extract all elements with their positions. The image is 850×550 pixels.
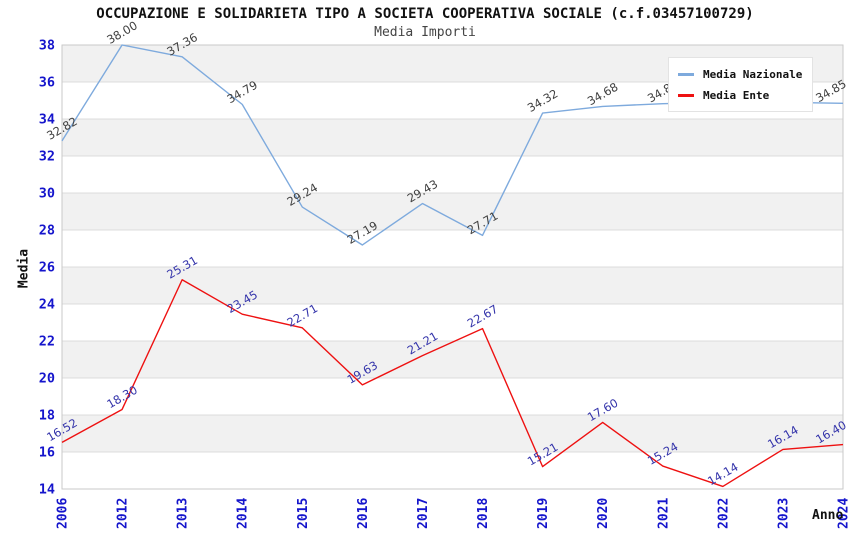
- x-axis-title: Anno: [812, 508, 844, 523]
- grid-band: [62, 341, 843, 378]
- y-tick-label: 18: [39, 408, 55, 424]
- y-tick-label: 20: [39, 371, 55, 387]
- legend-item-ente: Media Ente: [678, 87, 802, 103]
- y-tick-label: 38: [39, 38, 55, 54]
- ente-line-swatch: [678, 93, 694, 97]
- y-tick-label: 30: [39, 186, 55, 202]
- y-tick-label: 32: [39, 149, 55, 165]
- x-tick-label: 2019: [536, 498, 551, 529]
- legend-label-ente: Media Ente: [703, 88, 770, 102]
- y-tick-label: 22: [39, 334, 55, 350]
- y-tick-label: 16: [39, 445, 55, 461]
- grid-band: [62, 415, 843, 452]
- x-tick-label: 2022: [716, 498, 731, 529]
- chart-subtitle: Media Importi: [374, 25, 476, 40]
- y-tick-label: 14: [39, 482, 55, 498]
- legend: Media Nazionale Media Ente: [668, 57, 814, 112]
- legend-label-nazionale: Media Nazionale: [703, 67, 803, 81]
- y-tick-label: 28: [39, 223, 55, 239]
- x-tick-label: 2006: [56, 498, 71, 529]
- grid-band: [62, 119, 843, 156]
- chart-title: OCCUPAZIONE E SOLIDARIETA TIPO A SOCIETA…: [96, 6, 754, 22]
- x-tick-label: 2018: [476, 498, 491, 529]
- y-tick-label: 24: [39, 297, 55, 313]
- grid-band: [62, 156, 843, 193]
- y-tick-label: 26: [39, 260, 55, 276]
- x-tick-label: 2013: [176, 498, 191, 529]
- data-label: 38.00: [104, 18, 140, 47]
- x-tick-label: 2017: [416, 498, 431, 529]
- grid-band: [62, 304, 843, 341]
- x-tick-label: 2020: [596, 498, 611, 529]
- grid-band: [62, 193, 843, 230]
- ente-series-line: [61, 279, 844, 488]
- x-tick-label: 2015: [296, 498, 311, 529]
- x-tick-label: 2021: [656, 498, 671, 529]
- grid-band: [62, 378, 843, 415]
- x-tick-label: 2016: [356, 498, 371, 529]
- x-tick-label: 2023: [776, 498, 791, 529]
- y-tick-label: 34: [39, 112, 55, 128]
- x-tick-label: 2024: [837, 498, 850, 529]
- plot-border: [61, 44, 844, 490]
- x-tick-label: 2014: [236, 498, 251, 529]
- grid-band: [62, 230, 843, 267]
- nazionale-line-swatch: [678, 72, 694, 76]
- x-tick-label: 2012: [116, 498, 131, 529]
- y-tick-label: 36: [39, 75, 55, 91]
- legend-item-nazionale: Media Nazionale: [678, 66, 802, 82]
